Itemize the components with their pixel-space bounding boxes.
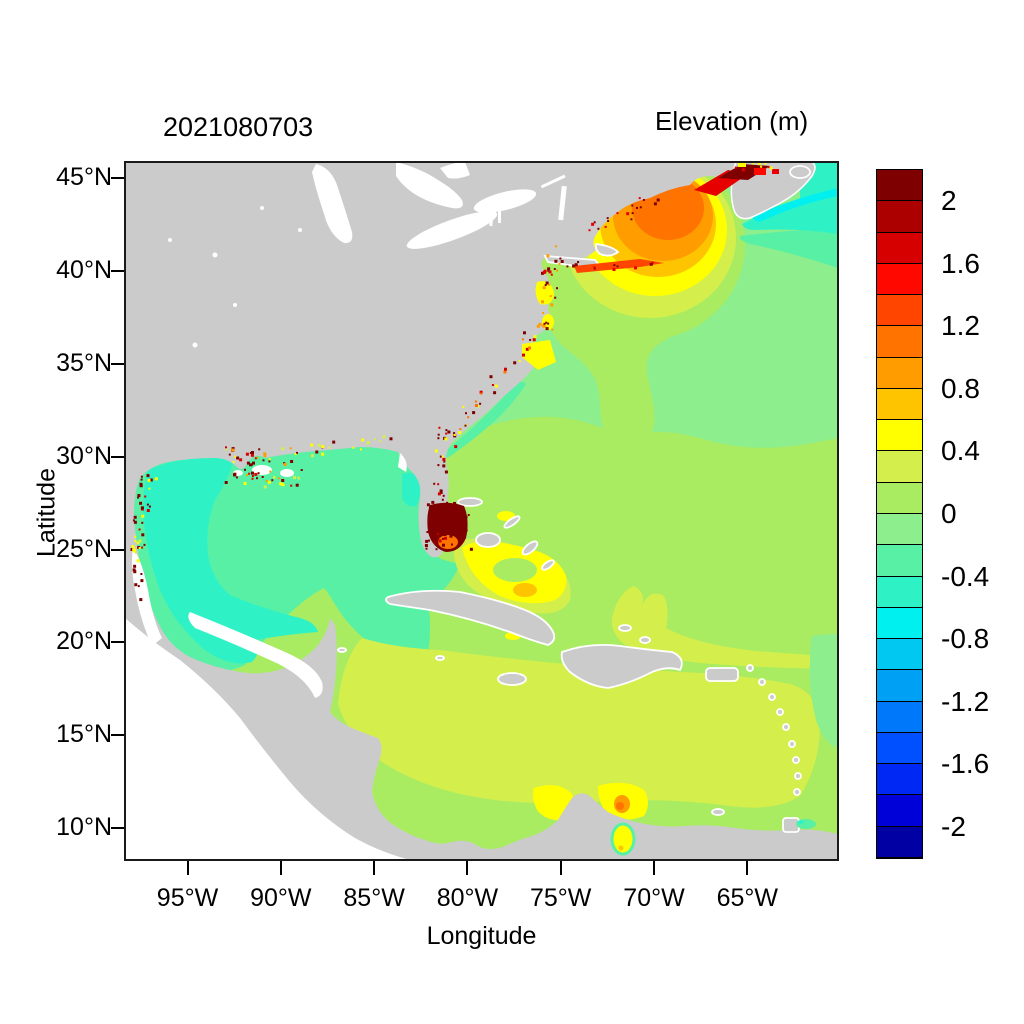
long-island-sound-streak — [574, 259, 664, 273]
colorbar-cell — [877, 232, 922, 264]
colorbar-cell — [877, 639, 922, 671]
x-tick-label: 65°W — [716, 884, 778, 912]
y-tick-mark — [111, 734, 125, 737]
x-tick-label: 70°W — [623, 884, 685, 912]
colorbar-cell — [877, 201, 922, 233]
y-tick-mark — [111, 270, 125, 272]
x-tick-label: 90°W — [250, 884, 312, 912]
colorbar-cell — [877, 170, 922, 202]
colorbar-tick-label: -1.2 — [941, 685, 990, 717]
lake-maracaibo — [610, 822, 636, 856]
colorbar-cell — [877, 263, 922, 296]
x-tick-label: 95°W — [156, 884, 219, 912]
caribbean-water — [338, 638, 820, 808]
colorbar-cell — [877, 826, 922, 858]
x-tick-label: 75°W — [530, 884, 592, 912]
y-tick-mark — [111, 548, 125, 551]
colorbar-cell — [877, 795, 922, 827]
colorbar-tick-label: -0.8 — [941, 623, 990, 655]
colorbar-cell — [877, 732, 922, 765]
colorbar-cell — [877, 420, 922, 452]
colorbar-cell — [877, 295, 922, 327]
colorbar-cell — [877, 326, 922, 358]
colorbar-cell — [877, 764, 922, 796]
y-tick-label: 30°N — [56, 441, 112, 470]
x-tick-mark — [186, 861, 189, 875]
western-gulf-teal — [143, 457, 318, 664]
x-axis-label: Longitude — [426, 922, 537, 950]
x-tick-label: 80°W — [436, 884, 499, 912]
south-florida-flood-cells — [427, 502, 468, 552]
y-tick-mark — [111, 641, 125, 644]
puerto-rico — [705, 667, 739, 682]
colorbar-cell — [877, 388, 922, 421]
cape-cod — [594, 242, 620, 257]
lake-ontario — [473, 189, 537, 213]
colorbar-cell — [877, 357, 922, 389]
y-tick-mark — [111, 455, 125, 458]
x-tick-mark — [466, 861, 469, 875]
colorbar-tick-label: -2 — [941, 810, 966, 842]
x-tick-mark — [279, 861, 282, 875]
cuba — [385, 589, 556, 646]
y-tick-mark — [111, 362, 125, 365]
colorbar-cell — [877, 514, 922, 546]
colorbar-cell — [877, 607, 922, 640]
colorbar-tick-label: -1.6 — [941, 748, 990, 780]
y-tick-label: 10°N — [56, 813, 112, 842]
lake-michigan — [312, 164, 353, 244]
page-title: 2021080703 — [163, 112, 314, 142]
y-tick-label: 15°N — [56, 720, 112, 749]
colorbar-tick-label: 0.8 — [941, 372, 980, 404]
lake-erie — [406, 211, 498, 249]
colorbar-tick-label: 1.2 — [941, 310, 980, 342]
colorbar-title: Elevation (m) — [655, 106, 809, 136]
colorbar-cell — [877, 545, 922, 577]
y-tick-label: 40°N — [56, 256, 112, 284]
colorbar-cell — [877, 701, 922, 733]
colorbar-tick-label: 2 — [941, 185, 957, 217]
y-tick-label: 45°N — [56, 163, 112, 192]
hispaniola — [560, 643, 683, 689]
lake-huron — [396, 162, 463, 209]
grand-bahama — [457, 497, 483, 507]
campeche-bank-no-data — [188, 612, 323, 698]
georgian-bay — [440, 162, 470, 179]
y-tick-label: 35°N — [56, 348, 112, 377]
jamaica — [497, 672, 527, 686]
colorbar-cell — [877, 451, 922, 483]
coastal-flood-speckles — [130, 162, 773, 602]
colorbar-tick-label: -0.4 — [941, 560, 990, 592]
lake-champlain — [558, 185, 567, 221]
chesapeake-yellow — [535, 281, 554, 305]
x-tick-label: 85°W — [343, 884, 405, 912]
colorbar-tick-label: 0.4 — [941, 435, 980, 467]
colorbar-cell — [877, 576, 922, 608]
y-tick-mark — [111, 827, 125, 830]
y-tick-label: 20°N — [56, 627, 112, 656]
colorbar — [876, 169, 923, 859]
colorbar-cell — [877, 482, 922, 514]
cozumel — [337, 647, 347, 653]
land-mask — [125, 162, 838, 860]
colorbar-cell — [877, 670, 922, 702]
x-tick-mark — [653, 861, 655, 875]
gulf-of-paria-patch — [796, 819, 816, 829]
x-tick-mark — [559, 861, 562, 875]
colorbar-tick-label: 1.6 — [941, 247, 980, 279]
x-tick-mark — [746, 861, 749, 875]
x-tick-mark — [373, 861, 376, 875]
pacific-no-data — [125, 618, 410, 860]
colorbar-tick-label: 0 — [941, 498, 957, 529]
y-tick-mark — [111, 177, 125, 180]
elevation-map — [125, 150, 838, 860]
cayman — [435, 655, 445, 661]
andros — [475, 532, 501, 548]
y-tick-label: 25°N — [56, 534, 112, 563]
map-plot-area — [124, 150, 839, 861]
